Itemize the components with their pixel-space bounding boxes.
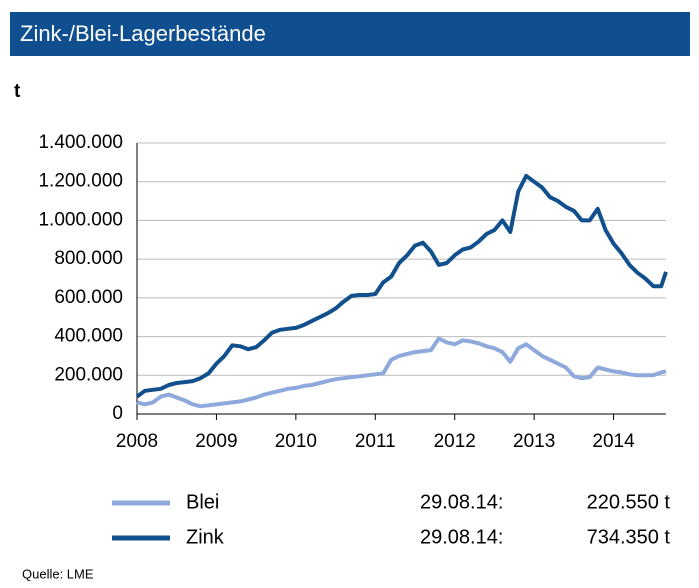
last-value: 220.550 t <box>587 491 671 513</box>
y-tick-label: 1.000.000 <box>38 209 123 230</box>
y-tick-label: 1.400.000 <box>38 132 123 153</box>
x-tick-label: 2011 <box>355 431 396 452</box>
series-line <box>136 336 667 409</box>
legend-label: Blei <box>186 491 219 513</box>
last-value: 734.350 t <box>587 526 671 548</box>
last-date: 29.08.14: <box>420 491 503 513</box>
x-tick-label: 2014 <box>592 431 635 452</box>
y-tick-label: 400.000 <box>54 326 123 347</box>
series-line <box>135 173 668 399</box>
last-date: 29.08.14: <box>420 526 503 548</box>
y-tick-label: 200.000 <box>54 364 123 385</box>
y-tick-label: 1.200.000 <box>38 171 123 192</box>
x-tick-label: 2008 <box>116 431 158 452</box>
chart-title: Zink-/Blei-Lagerbestände <box>20 21 266 46</box>
y-tick-label: 0 <box>112 403 123 424</box>
y-unit: t <box>14 81 21 102</box>
legend-label: Zink <box>186 526 225 548</box>
x-tick-label: 2009 <box>195 431 237 452</box>
x-tick-label: 2012 <box>434 431 476 452</box>
x-tick-label: 2013 <box>513 431 555 452</box>
x-tick-label: 2010 <box>275 431 317 452</box>
source: Quelle: LME <box>22 566 94 581</box>
y-tick-label: 600.000 <box>54 287 123 308</box>
title-bar <box>10 12 690 56</box>
y-tick-label: 800.000 <box>54 248 123 269</box>
